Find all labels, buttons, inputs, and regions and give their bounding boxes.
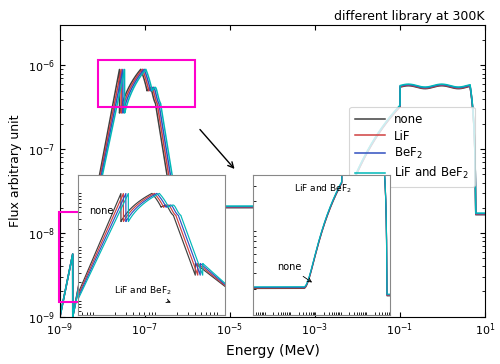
X-axis label: Energy (MeV): Energy (MeV) [226, 344, 320, 358]
none [57, 314, 63, 319]
LiF and BeF$_2$ [140, 70, 146, 75]
LiF [59, 305, 65, 309]
BeF$_2$ [265, 205, 271, 209]
LiF [140, 67, 145, 71]
Line: BeF$_2$: BeF$_2$ [60, 69, 485, 317]
LiF and BeF$_2$ [460, 84, 466, 89]
none [460, 86, 466, 90]
BeF$_2$ [74, 290, 80, 295]
LiF [74, 290, 80, 294]
none [74, 289, 80, 293]
BeF$_2$ [482, 211, 488, 216]
Y-axis label: Flux arbitrary unit: Flux arbitrary unit [10, 115, 22, 228]
none [482, 213, 488, 217]
BeF$_2$ [140, 68, 146, 72]
LiF and BeF$_2$ [82, 254, 88, 258]
Legend: none, LiF, BeF$_2$, LiF and BeF$_2$: none, LiF, BeF$_2$, LiF and BeF$_2$ [350, 107, 475, 187]
Line: LiF and BeF$_2$: LiF and BeF$_2$ [60, 69, 485, 317]
none [59, 305, 65, 309]
BeF$_2$ [59, 305, 65, 309]
LiF and BeF$_2$ [482, 211, 488, 215]
LiF and BeF$_2$ [265, 204, 271, 208]
none [140, 75, 146, 79]
Bar [98, 60, 195, 107]
LiF [57, 314, 63, 319]
BeF$_2$ [82, 252, 88, 256]
LiF and BeF$_2$ [143, 67, 149, 71]
none [82, 248, 88, 252]
BeF$_2$ [460, 85, 466, 89]
Text: none: none [90, 206, 114, 216]
LiF and BeF$_2$ [57, 314, 63, 319]
Text: LiF and BeF$_2$: LiF and BeF$_2$ [114, 285, 172, 302]
LiF [140, 70, 146, 74]
BeF$_2$ [141, 67, 147, 71]
Line: none: none [60, 69, 485, 317]
LiF [460, 86, 466, 90]
LiF [265, 205, 271, 209]
none [138, 67, 144, 71]
LiF and BeF$_2$ [74, 291, 80, 296]
Text: LiF and BeF$_2$: LiF and BeF$_2$ [294, 182, 352, 195]
LiF [482, 212, 488, 216]
Text: none: none [277, 262, 312, 282]
none [265, 206, 271, 210]
LiF and BeF$_2$ [59, 305, 65, 309]
LiF [82, 250, 88, 254]
BeF$_2$ [57, 314, 63, 319]
Text: different library at 300K: different library at 300K [334, 10, 485, 23]
Bar [59, 211, 93, 302]
Line: LiF: LiF [60, 69, 485, 317]
